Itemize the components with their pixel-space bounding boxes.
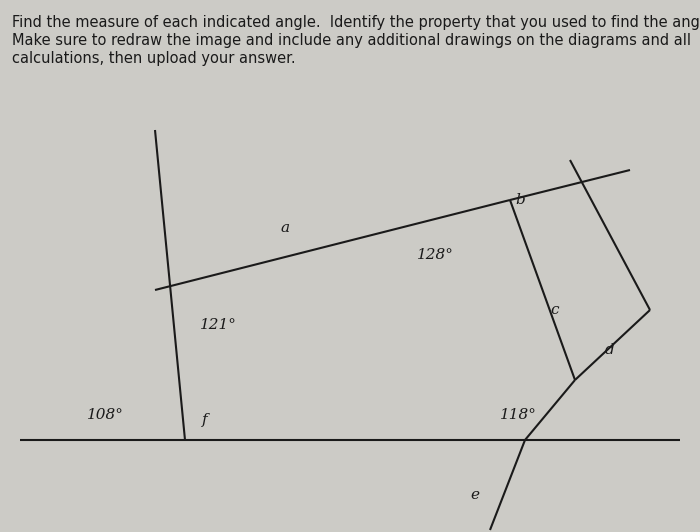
Text: f: f — [202, 413, 208, 427]
Text: d: d — [605, 343, 615, 357]
Text: 108°: 108° — [87, 408, 123, 422]
Text: 118°: 118° — [500, 408, 536, 422]
Text: b: b — [515, 193, 525, 207]
Text: c: c — [551, 303, 559, 317]
Text: e: e — [470, 488, 480, 502]
Text: 121°: 121° — [199, 318, 237, 332]
Text: calculations, then upload your answer.: calculations, then upload your answer. — [12, 51, 295, 66]
Text: Make sure to redraw the image and include any additional drawings on the diagram: Make sure to redraw the image and includ… — [12, 33, 691, 48]
Text: a: a — [281, 221, 290, 235]
Text: Find the measure of each indicated angle.  Identify the property that you used t: Find the measure of each indicated angle… — [12, 15, 700, 30]
Text: 128°: 128° — [416, 248, 454, 262]
